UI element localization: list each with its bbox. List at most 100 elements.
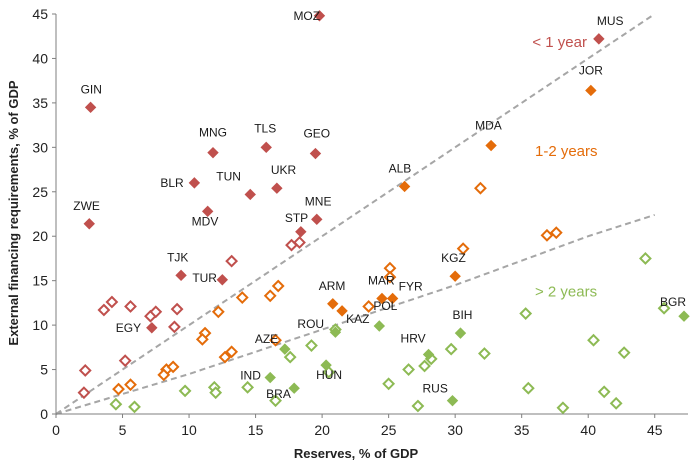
scatter-point: [218, 350, 232, 364]
scatter-point: [109, 397, 123, 411]
scatter-point-labeled: [264, 371, 276, 384]
point-label: POL: [373, 299, 397, 313]
point-label: TLS: [254, 121, 276, 135]
scatter-point: [178, 384, 192, 398]
y-tick-label: 15: [32, 273, 48, 289]
scatter-point: [587, 333, 600, 347]
scatter-point: [78, 364, 92, 377]
y-tick-label: 0: [40, 406, 48, 422]
scatter-point-labeled: [279, 343, 291, 355]
scatter-point: [269, 394, 282, 408]
scatter-point-labeled: [84, 101, 97, 114]
trend-line: [55, 213, 656, 415]
x-tick-label: 30: [447, 422, 463, 438]
point-label: ARM: [319, 279, 346, 293]
scatter-point: [383, 270, 397, 284]
scatter-point: [456, 242, 470, 256]
scatter-point-labeled: [678, 310, 690, 322]
scatter-point: [411, 399, 425, 413]
scatter-point: [225, 254, 239, 268]
scatter-point: [124, 300, 137, 313]
scatter-point: [519, 307, 533, 320]
scatter-point: [271, 279, 285, 293]
scatter-point-labeled: [398, 180, 411, 193]
scatter-point-labeled: [454, 327, 467, 339]
scatter-point: [269, 333, 282, 347]
scatter-point-labeled: [422, 348, 435, 361]
scatter-point: [639, 252, 652, 265]
scatter-point-labeled: [309, 147, 322, 160]
scatter-point: [556, 401, 570, 415]
scatter-point-labeled: [446, 394, 459, 407]
point-label: IND: [240, 369, 261, 383]
scatter-point: [478, 347, 491, 360]
point-label: BIH: [452, 308, 472, 322]
scatter-point: [263, 289, 277, 303]
point-label: GEO: [303, 127, 330, 141]
point-label: MUS: [597, 14, 624, 28]
scatter-point-labeled: [313, 10, 326, 22]
scatter-point: [118, 354, 132, 368]
scatter-point: [549, 226, 563, 240]
scatter-point: [305, 339, 318, 352]
y-tick-label: 25: [32, 184, 48, 200]
point-label: BRA: [266, 387, 291, 401]
scatter-point-labeled: [207, 146, 219, 159]
x-tick-label: 5: [119, 422, 127, 438]
point-label: MOZ: [293, 9, 320, 23]
y-tick-label: 40: [32, 50, 48, 66]
scatter-point-labeled: [593, 33, 605, 45]
x-tick-label: 25: [381, 422, 397, 438]
x-axis-title: Reserves, % of GDP: [294, 446, 419, 461]
scatter-point: [382, 377, 396, 391]
scatter-point-labeled: [83, 218, 95, 230]
scatter-point: [211, 305, 225, 319]
point-label: HUN: [316, 368, 342, 382]
point-label: BLR: [160, 176, 184, 190]
scatter-point-labeled: [329, 326, 342, 338]
point-label: MNG: [199, 126, 227, 140]
scatter-point-labeled: [175, 269, 187, 282]
point-label: EGY: [116, 321, 141, 335]
scatter-point-labeled: [449, 270, 461, 282]
scatter-point: [540, 228, 554, 242]
scatter-point: [362, 300, 376, 313]
scatter-point: [105, 295, 119, 309]
scatter-point: [195, 332, 209, 346]
scatter-point: [225, 345, 239, 359]
point-label: RUS: [422, 382, 447, 396]
scatter-point-labeled: [320, 359, 332, 371]
point-label: MDV: [192, 214, 219, 228]
scatter-point: [157, 368, 171, 382]
y-tick-label: 45: [32, 6, 48, 22]
scatter-point: [128, 400, 141, 414]
scatter-point-labeled: [311, 213, 323, 226]
scatter-point: [166, 360, 180, 374]
y-tick-label: 10: [32, 317, 48, 333]
point-label: MAR: [368, 273, 395, 287]
y-tick-label: 35: [32, 95, 48, 111]
group-label: > 2 years: [535, 284, 597, 301]
trend-lines: [55, 13, 656, 415]
scatter-point: [402, 363, 416, 376]
scatter-point: [77, 386, 91, 400]
point-labels: MOZ MUS GIN MNG TLS GEO BLR TUN UKR MDV ZWE MNE STP T…: [73, 9, 686, 401]
x-tick-label: 0: [52, 422, 60, 438]
scatter-point: [170, 302, 184, 316]
scatter-point: [322, 365, 336, 379]
point-label: ROU: [297, 317, 324, 331]
point-label: ALB: [389, 161, 412, 175]
scatter-point: [283, 350, 297, 364]
y-axis-title: External financing requirements, % of GD…: [6, 80, 21, 345]
point-label: TJK: [167, 250, 188, 264]
scatter-point-labeled: [373, 320, 386, 332]
point-label: UKR: [271, 163, 297, 177]
point-label: JOR: [579, 63, 603, 77]
x-tick-label: 45: [647, 422, 663, 438]
scatter-point-labeled: [271, 182, 283, 194]
scatter-point: [657, 301, 671, 315]
x-tick-label: 40: [580, 422, 596, 438]
x-tick-label: 35: [514, 422, 530, 438]
scatter-point-labeled: [585, 84, 597, 97]
